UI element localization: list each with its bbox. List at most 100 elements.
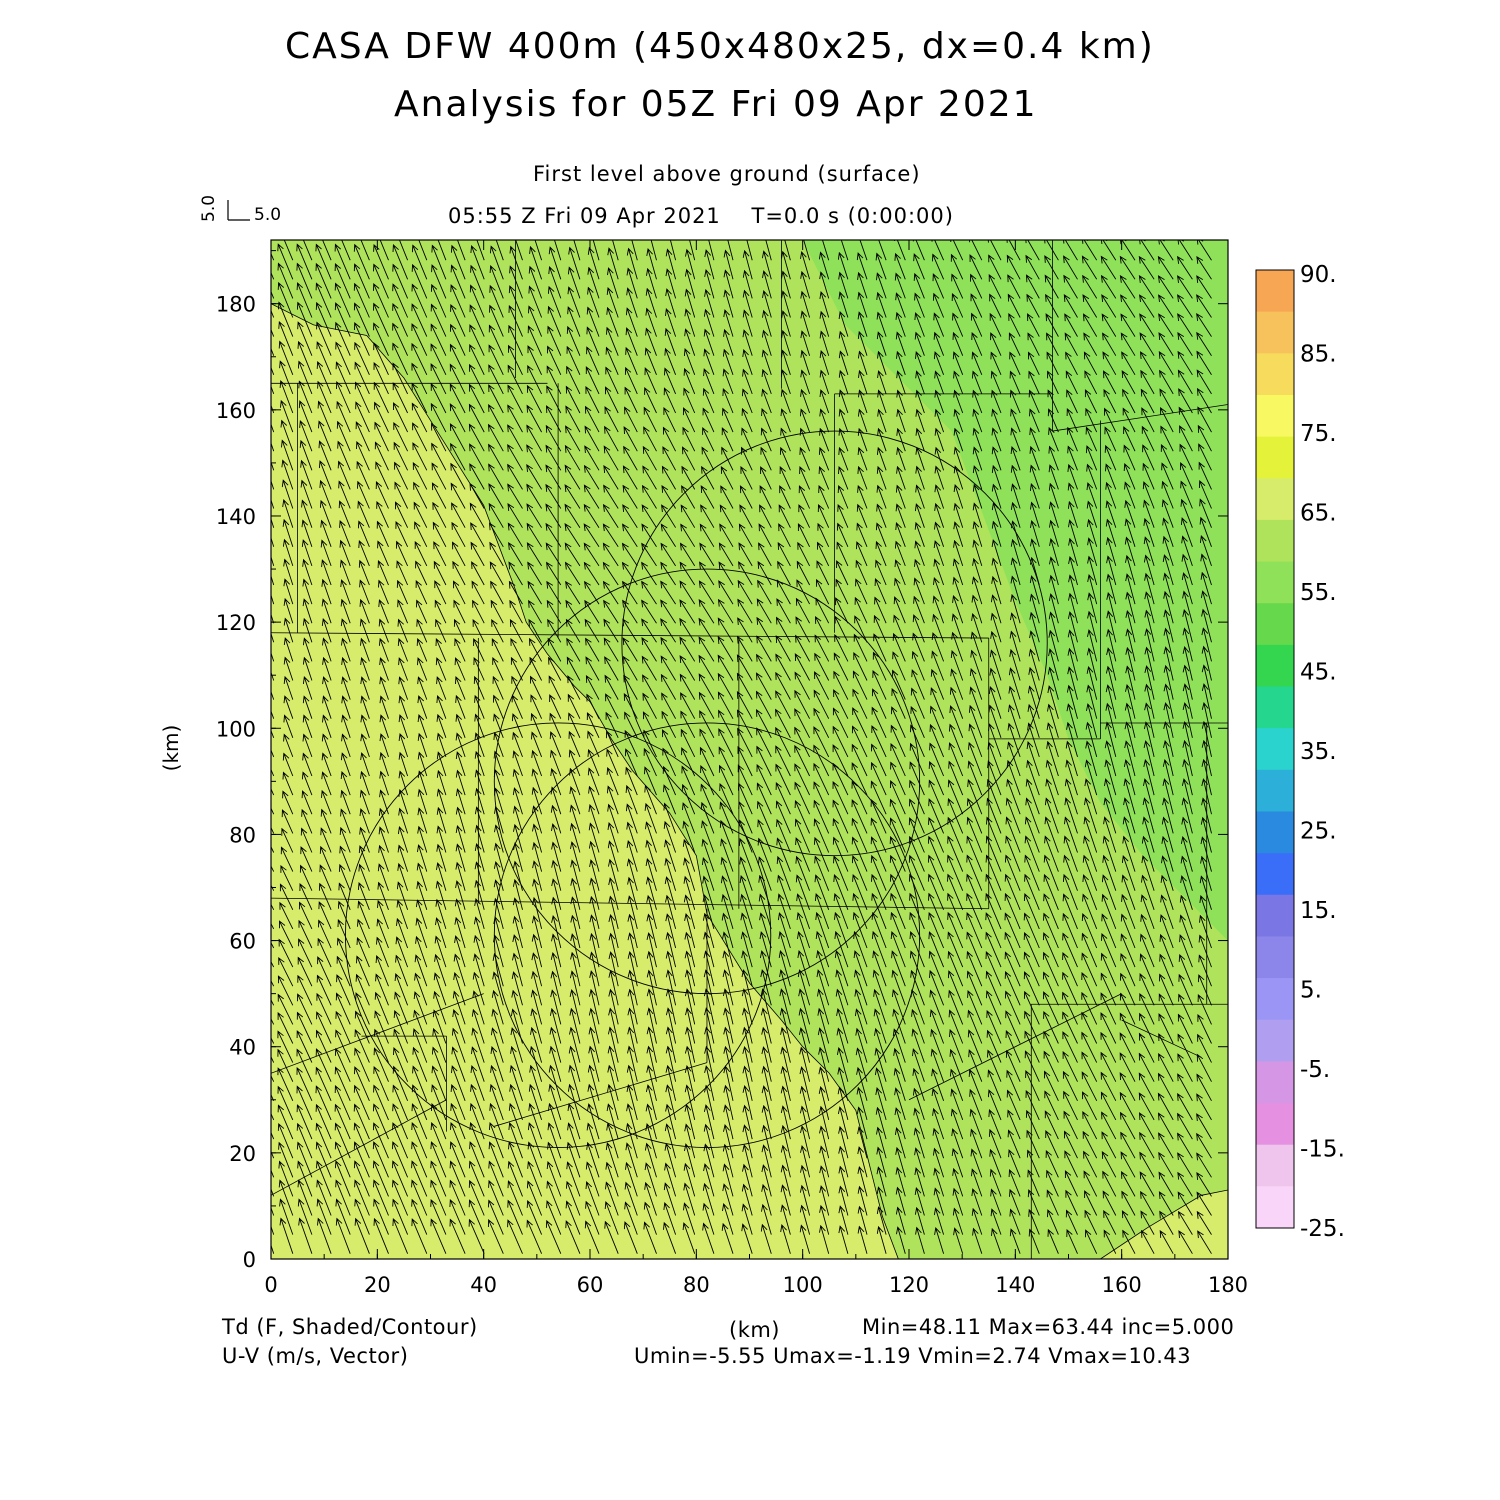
wind-vector bbox=[1138, 1032, 1155, 1063]
wind-vector bbox=[972, 1227, 983, 1254]
wind-vector bbox=[568, 1064, 581, 1101]
wind-vector bbox=[297, 321, 313, 356]
county-border-line bbox=[494, 1062, 708, 1127]
wind-vector bbox=[950, 240, 964, 261]
wind-vector bbox=[397, 826, 409, 853]
wind-vector bbox=[1047, 389, 1059, 414]
wind-vector bbox=[966, 950, 983, 987]
wind-vector bbox=[953, 408, 964, 433]
wind-vector bbox=[608, 877, 619, 910]
colorbar-swatch bbox=[1256, 561, 1294, 604]
wind-vector bbox=[1104, 759, 1117, 796]
wind-vector bbox=[948, 742, 964, 777]
wind-vector bbox=[742, 1143, 753, 1178]
wind-vector bbox=[857, 484, 868, 509]
wind-vector bbox=[851, 799, 868, 834]
wind-vector bbox=[1198, 480, 1212, 509]
wind-vector bbox=[835, 988, 849, 1025]
wind-vector bbox=[988, 273, 1002, 299]
wind-vector bbox=[641, 618, 657, 643]
wind-vector bbox=[546, 405, 562, 433]
wind-vector bbox=[684, 268, 696, 299]
wind-vector bbox=[434, 935, 447, 968]
wind-vector bbox=[1044, 797, 1059, 834]
wind-vector bbox=[968, 723, 983, 758]
wind-vector bbox=[854, 969, 868, 1006]
wind-vector bbox=[742, 249, 753, 280]
footer-stats-uv: Umin=-5.55 Umax=-1.19 Vmin=2.74 Vmax=10.… bbox=[634, 1344, 1192, 1368]
wind-vector bbox=[1144, 609, 1155, 643]
wind-vector bbox=[665, 1103, 677, 1140]
wind-vector bbox=[871, 743, 887, 777]
wind-vector bbox=[1043, 893, 1059, 930]
wind-vector bbox=[644, 802, 657, 834]
wind-vector bbox=[1101, 932, 1117, 968]
wind-vector bbox=[776, 598, 791, 624]
wind-vector bbox=[1196, 1152, 1212, 1178]
wind-vector bbox=[315, 1029, 332, 1063]
wind-vector bbox=[970, 312, 983, 337]
wind-vector bbox=[449, 423, 466, 452]
wind-vector bbox=[1143, 778, 1155, 815]
wind-vector bbox=[700, 485, 715, 509]
wind-vector bbox=[1106, 647, 1117, 681]
county-border-line bbox=[908, 993, 1122, 1101]
wind-vector bbox=[741, 988, 753, 1025]
wind-vector bbox=[682, 820, 696, 853]
wind-vector bbox=[665, 268, 677, 299]
wind-vector bbox=[857, 271, 868, 299]
wind-vector bbox=[551, 896, 562, 930]
x-tick-label: 0 bbox=[264, 1273, 277, 1297]
wind-vector bbox=[702, 1222, 715, 1254]
wind-vector bbox=[379, 770, 389, 796]
wind-vector bbox=[757, 819, 772, 853]
wind-vector bbox=[721, 446, 734, 471]
wind-vector bbox=[738, 542, 753, 567]
wind-vector bbox=[413, 1009, 428, 1044]
colorbar-swatch bbox=[1256, 353, 1294, 396]
wind-vector bbox=[684, 1064, 696, 1101]
wind-vector bbox=[474, 732, 485, 758]
wind-vector bbox=[779, 1007, 791, 1044]
wind-vector bbox=[738, 837, 753, 872]
wind-vector bbox=[515, 240, 523, 261]
wind-vector bbox=[551, 933, 562, 968]
wind-vector bbox=[602, 542, 619, 567]
wind-vector bbox=[319, 864, 332, 891]
wind-vector bbox=[449, 403, 466, 433]
wind-vector bbox=[626, 858, 638, 891]
wind-vector bbox=[1196, 1053, 1212, 1082]
wind-vector bbox=[1065, 1189, 1078, 1216]
wind-vector bbox=[1178, 953, 1193, 987]
wind-vector bbox=[1142, 462, 1155, 490]
wind-vector bbox=[621, 542, 638, 567]
wind-vector bbox=[797, 931, 811, 968]
wind-vector bbox=[436, 862, 447, 891]
wind-vector bbox=[1182, 627, 1193, 662]
wind-vector bbox=[627, 932, 638, 968]
wind-vector bbox=[627, 876, 638, 910]
wind-vector bbox=[663, 802, 677, 834]
wind-vector bbox=[1065, 740, 1078, 777]
wind-vector bbox=[1049, 537, 1059, 567]
wind-vector bbox=[453, 618, 466, 643]
wind-vector bbox=[570, 951, 581, 987]
wind-vector bbox=[873, 614, 887, 643]
wind-vector bbox=[1086, 518, 1098, 547]
wind-vector bbox=[489, 284, 504, 318]
wind-vector bbox=[761, 1183, 772, 1216]
wind-vector bbox=[952, 331, 964, 356]
wind-vector bbox=[488, 463, 504, 490]
wind-vector bbox=[565, 580, 581, 605]
wind-vector bbox=[762, 309, 772, 337]
wind-vector bbox=[283, 695, 294, 719]
wind-vector bbox=[1027, 332, 1040, 356]
wind-vector bbox=[912, 1067, 925, 1101]
wind-vector bbox=[1085, 721, 1098, 758]
wind-vector bbox=[546, 1200, 562, 1235]
wind-vector bbox=[702, 426, 715, 452]
wind-vector bbox=[703, 308, 715, 337]
wind-vector bbox=[1158, 313, 1174, 337]
wind-vector bbox=[722, 950, 734, 987]
wind-vector bbox=[1086, 482, 1098, 509]
